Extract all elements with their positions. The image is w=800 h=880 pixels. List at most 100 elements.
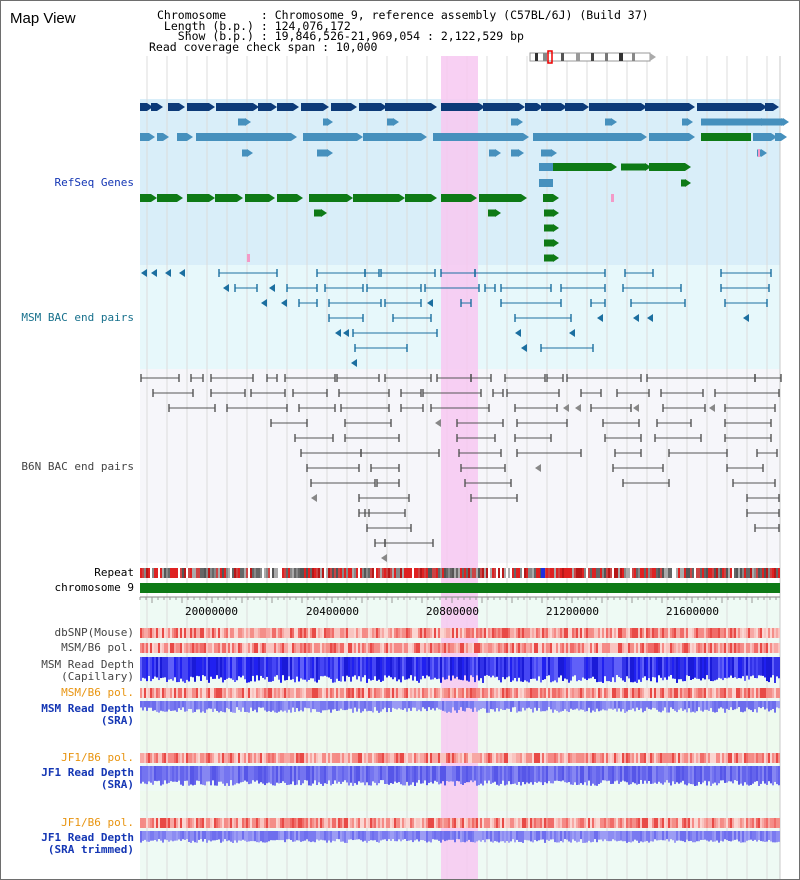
msm-depth-capillary-bar <box>676 657 678 683</box>
jf1-depth-sra-bar <box>562 766 564 781</box>
jf1-depth-sra-bar <box>560 766 562 782</box>
msm-pol2-segment <box>278 688 280 698</box>
msm-pol2-segment <box>184 688 186 698</box>
track-label-b6n-bac[interactable]: B6N BAC end pairs <box>21 460 134 473</box>
jf1-depth-trimmed-bar <box>230 831 232 842</box>
track-label-repeat[interactable]: Repeat <box>94 566 134 579</box>
track-label-msm-bac[interactable]: MSM BAC end pairs <box>21 311 134 324</box>
repeat-segment <box>346 568 348 578</box>
jf1-pol2-segment <box>414 818 416 828</box>
jf1-pol-segment <box>436 753 438 763</box>
msm-depth-sra-bar <box>700 701 702 711</box>
jf1-depth-sra-bar <box>256 766 258 781</box>
jf1-depth-trimmed-bar <box>702 831 704 840</box>
repeat-segment <box>434 568 436 578</box>
jf1-pol2-segment <box>396 818 398 828</box>
msm-pol-segment <box>426 643 428 653</box>
jf1-pol2-segment <box>204 818 206 828</box>
jf1-depth-sra-bar <box>462 766 464 785</box>
track-label-msm-pol-2[interactable]: MSM/B6 pol. <box>61 686 134 699</box>
dbsnp-segment <box>306 628 308 638</box>
msm-depth-capillary-bar <box>340 657 342 682</box>
jf1-depth-trimmed-bar <box>426 831 428 843</box>
track-label-msm-depth-sra[interactable]: MSM Read Depth (SRA) <box>41 702 134 727</box>
jf1-pol-segment <box>718 753 720 763</box>
msm-depth-capillary-bar <box>366 657 368 683</box>
jf1-depth-trimmed-bar <box>738 831 740 842</box>
msm-depth-sra-bar <box>636 701 638 708</box>
msm-depth-sra-bar <box>548 701 550 708</box>
jf1-pol-segment <box>530 753 532 763</box>
msm-pol-segment <box>666 643 668 653</box>
dbsnp-segment <box>750 628 752 638</box>
msm-pol-segment <box>342 643 344 653</box>
jf1-depth-sra-bar <box>452 766 454 782</box>
msm-pol2-segment <box>342 688 344 698</box>
msm-depth-capillary-bar <box>344 657 346 682</box>
msm-pol-segment <box>282 643 284 653</box>
jf1-pol-segment <box>286 753 288 763</box>
jf1-depth-trimmed-bar <box>190 831 192 843</box>
repeat-segment <box>530 568 532 578</box>
jf1-depth-trimmed-bar <box>700 831 702 840</box>
msm-depth-capillary-bar <box>740 657 742 679</box>
msm-depth-capillary-bar <box>538 657 540 677</box>
jf1-depth-sra-bar <box>706 766 708 786</box>
repeat-segment <box>318 568 320 578</box>
msm-pol-segment <box>730 643 732 653</box>
msm-pol-segment <box>434 643 436 653</box>
jf1-depth-trimmed-bar <box>326 831 328 843</box>
jf1-pol-segment <box>778 753 780 763</box>
jf1-pol-segment <box>380 753 382 763</box>
track-label-msm-depth-capillary[interactable]: MSM Read Depth (Capillary) <box>41 658 134 683</box>
track-label-jf1-pol-1[interactable]: JF1/B6 pol. <box>61 751 134 764</box>
repeat-segment <box>264 568 266 578</box>
jf1-pol2-segment <box>536 818 538 828</box>
repeat-segment <box>144 568 146 578</box>
msm-pol-segment <box>268 643 270 653</box>
jf1-depth-trimmed-bar <box>428 831 430 842</box>
track-label-chromosome[interactable]: chromosome 9 <box>54 581 134 594</box>
jf1-pol-segment <box>424 753 426 763</box>
msm-pol-segment <box>146 643 148 653</box>
msm-depth-capillary-bar <box>558 657 560 678</box>
msm-pol2-segment <box>326 688 328 698</box>
repeat-segment <box>208 568 210 578</box>
jf1-depth-sra-bar <box>248 766 250 785</box>
repeat-segment <box>642 568 644 578</box>
msm-depth-capillary-bar <box>398 657 400 680</box>
msm-pol-segment <box>640 643 642 653</box>
dbsnp-segment <box>144 628 146 638</box>
msm-pol2-segment <box>542 688 544 698</box>
msm-pol-segment <box>576 643 578 653</box>
track-label-msm-pol-1[interactable]: MSM/B6 pol. <box>61 641 134 654</box>
msm-pol-segment <box>192 643 194 653</box>
jf1-depth-trimmed-bar <box>454 831 456 843</box>
jf1-depth-trimmed-bar <box>216 831 218 840</box>
jf1-depth-trimmed-bar <box>440 831 442 843</box>
dbsnp-segment <box>534 628 536 638</box>
jf1-depth-sra-bar <box>194 766 196 785</box>
repeat-segment <box>676 568 678 578</box>
dbsnp-segment <box>410 628 412 638</box>
jf1-depth-sra-bar <box>262 766 264 784</box>
jf1-depth-trimmed-bar <box>384 831 386 840</box>
jf1-pol-segment <box>614 753 616 763</box>
msm-depth-capillary-bar <box>686 657 688 676</box>
jf1-depth-trimmed-bar <box>228 831 230 841</box>
msm-bac-marker <box>151 269 157 277</box>
jf1-pol-segment <box>254 753 256 763</box>
track-label-jf1-depth-sra[interactable]: JF1 Read Depth (SRA) <box>41 766 134 791</box>
track-label-jf1-pol-2[interactable]: JF1/B6 pol. <box>61 816 134 829</box>
msm-pol-segment <box>656 643 658 653</box>
track-label-jf1-depth-trimmed[interactable]: JF1 Read Depth (SRA trimmed) <box>41 831 134 856</box>
jf1-pol2-segment <box>556 818 558 828</box>
track-label-refseq-genes[interactable]: RefSeq Genes <box>54 176 134 189</box>
track-label-dbsnp[interactable]: dbSNP(Mouse) <box>54 626 134 639</box>
msm-pol2-segment <box>162 688 164 698</box>
jf1-depth-sra-bar <box>612 766 614 784</box>
jf1-pol-segment <box>566 753 568 763</box>
msm-pol-segment <box>544 643 546 653</box>
msm-depth-capillary-bar <box>614 657 616 683</box>
